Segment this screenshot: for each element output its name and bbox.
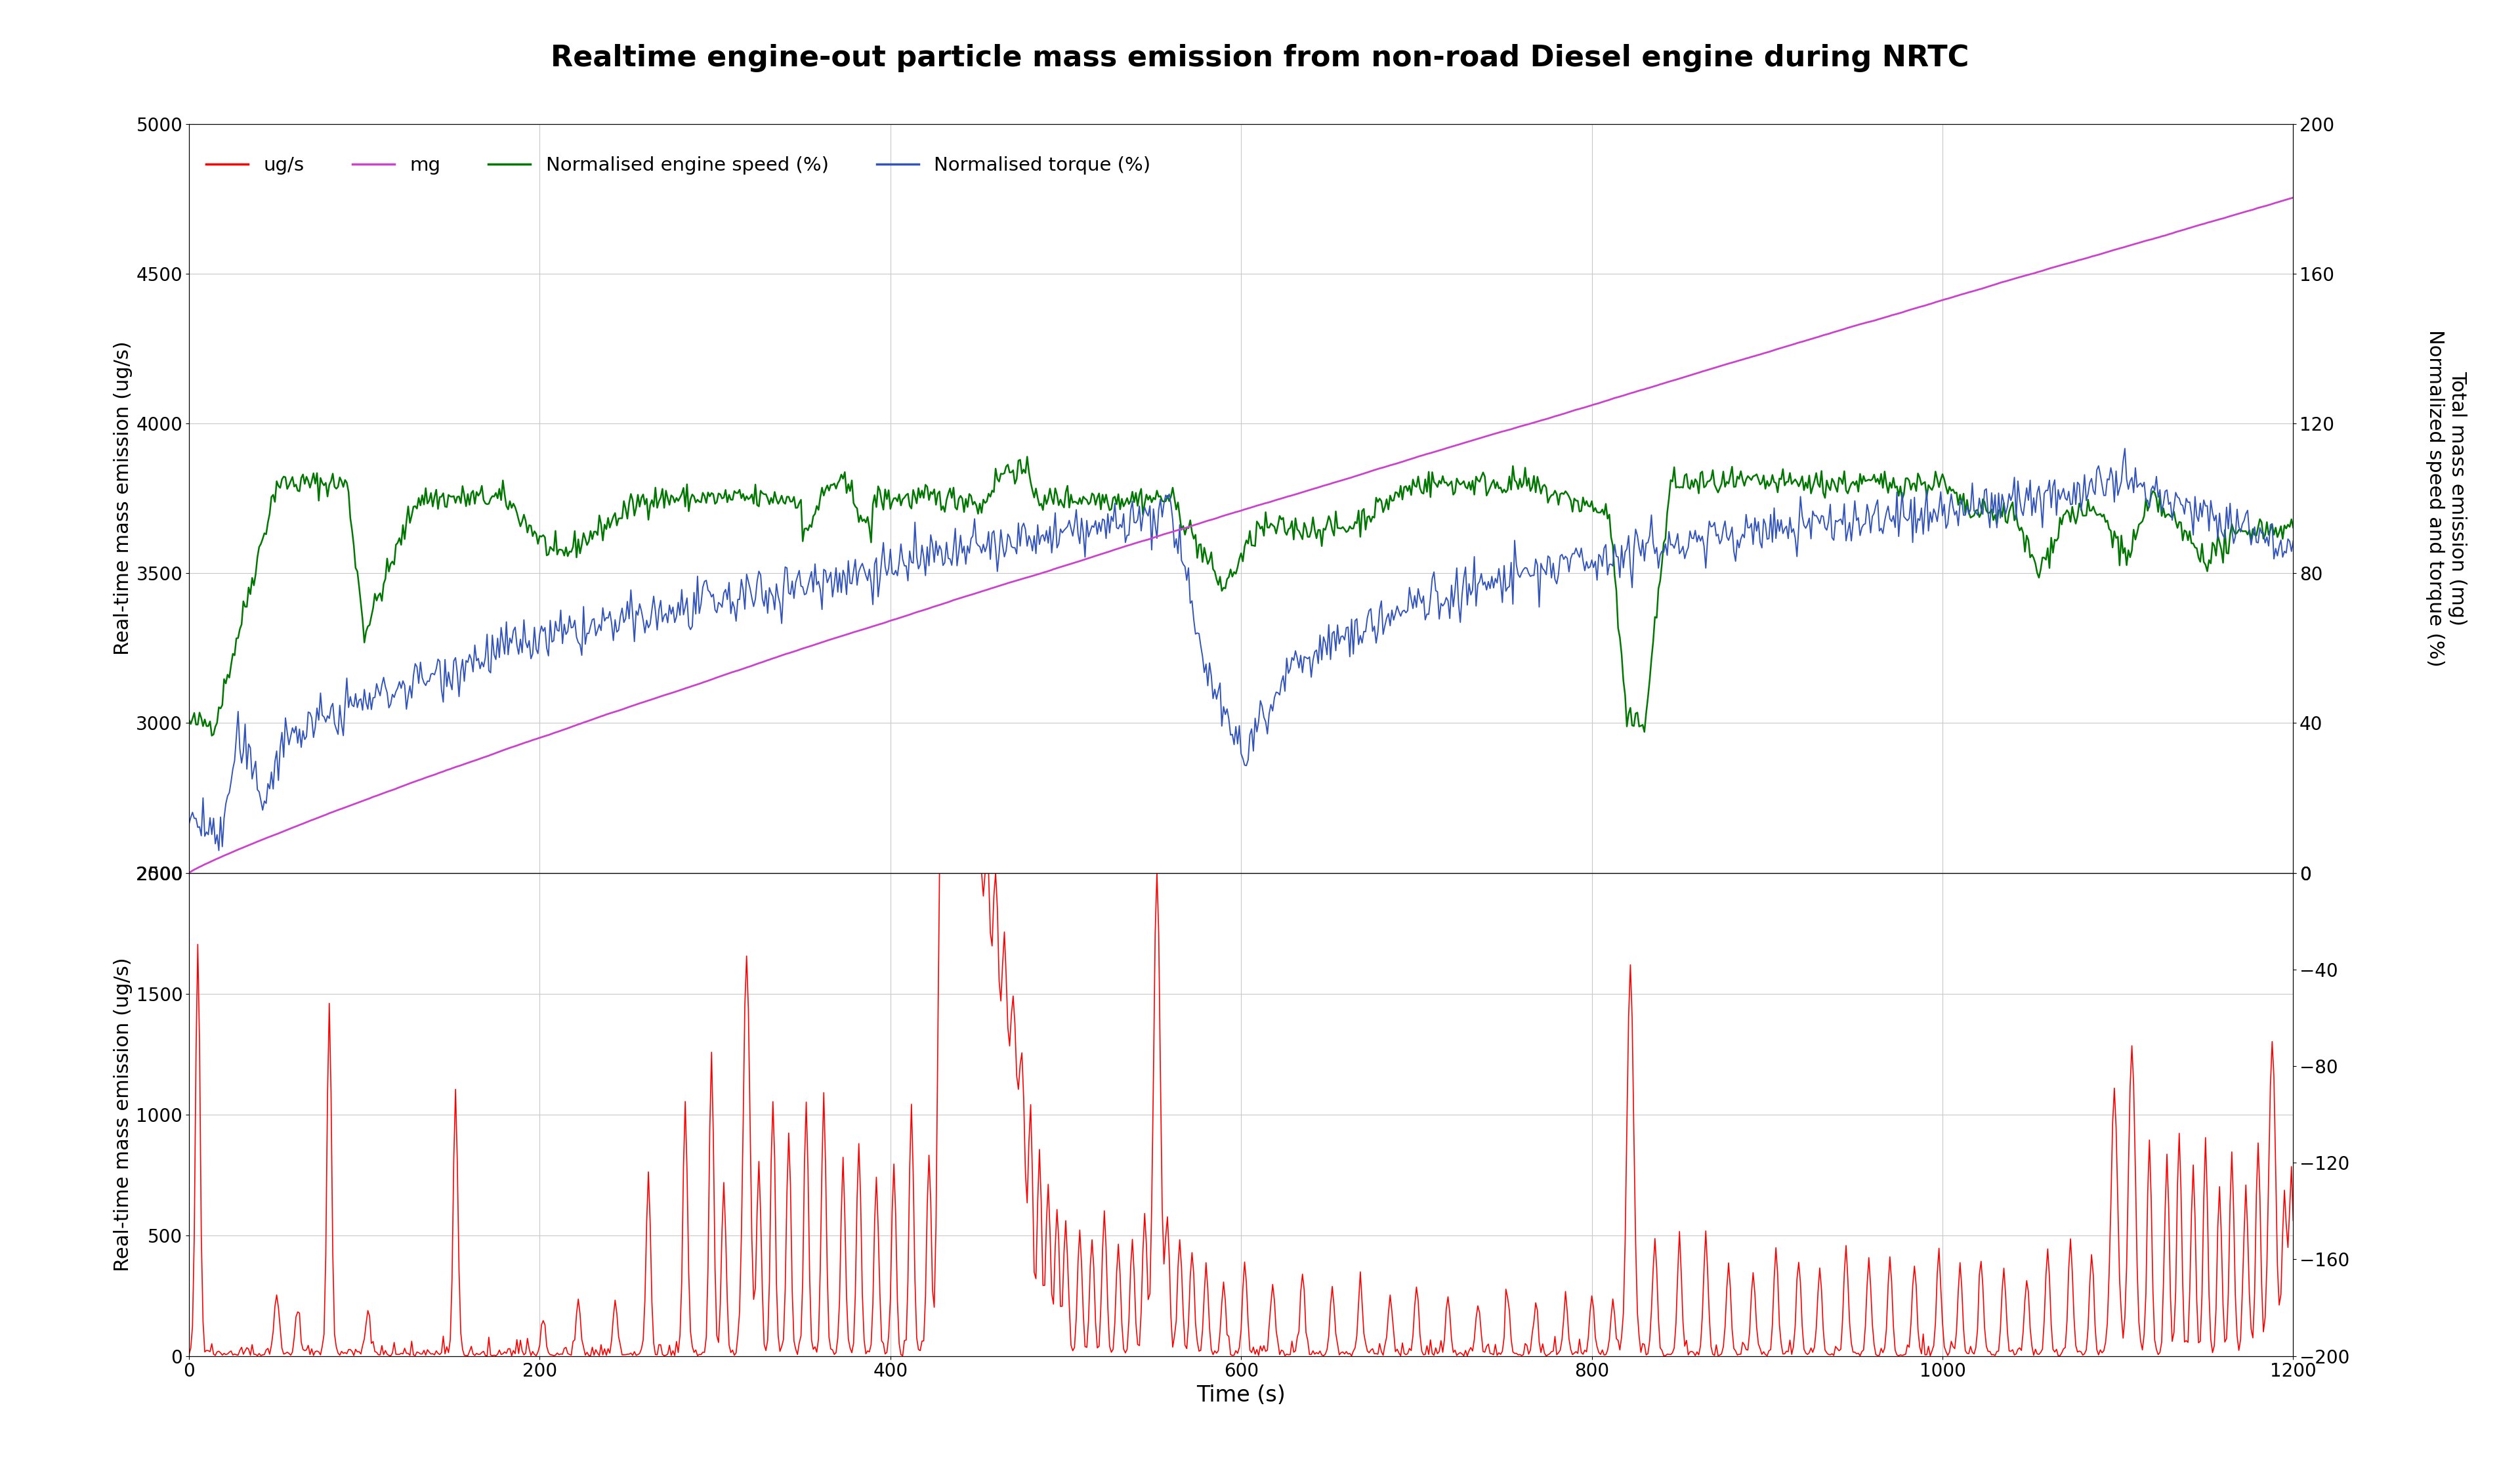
- X-axis label: Time (s): Time (s): [1197, 1384, 1285, 1406]
- Y-axis label: Real-time mass emission (ug/s): Real-time mass emission (ug/s): [113, 341, 134, 656]
- Y-axis label: Real-time mass emission (ug/s): Real-time mass emission (ug/s): [113, 958, 134, 1271]
- Text: Realtime engine-out particle mass emission from non-road Diesel engine during NR: Realtime engine-out particle mass emissi…: [552, 44, 1968, 71]
- Legend: ug/s, mg, Normalised engine speed (%), Normalised torque (%): ug/s, mg, Normalised engine speed (%), N…: [199, 149, 1159, 182]
- Y-axis label: Total mass emission (mg)
Normalized speed and torque (%): Total mass emission (mg) Normalized spee…: [2427, 330, 2467, 666]
